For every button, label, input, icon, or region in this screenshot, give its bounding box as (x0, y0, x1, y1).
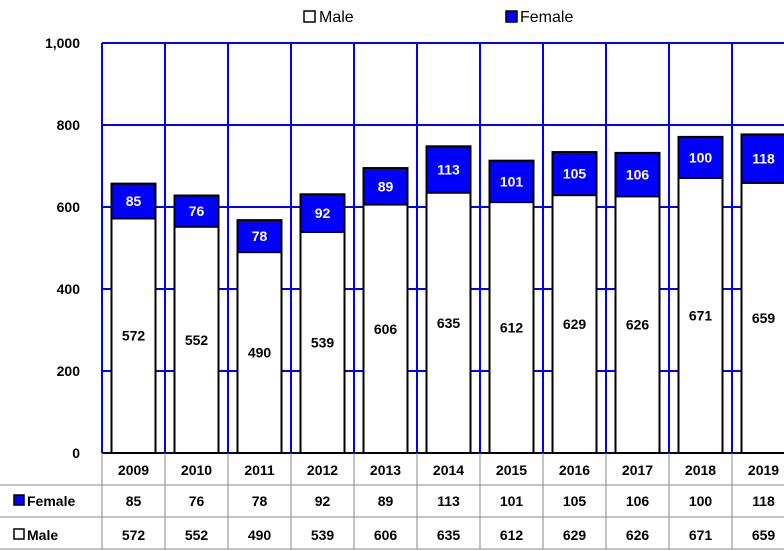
x-tick-label-2014: 2014 (433, 462, 464, 478)
x-tick-label-2012: 2012 (307, 462, 338, 478)
bar-female-2019 (740, 133, 784, 184)
y-tick-label-200: 200 (57, 363, 81, 379)
table-cell-female-2019: 118 (752, 493, 775, 509)
data-label-female-2016: 105 (563, 166, 587, 182)
bar-male-2017 (614, 195, 661, 454)
data-label-female-2011: 78 (252, 228, 268, 244)
data-table: 2009 2010 2011 2012 2013 2014 2015 2016 2017 2018… (0, 452, 784, 550)
data-label-male-2017: 626 (626, 317, 650, 333)
bar-male-2019 (740, 181, 784, 454)
table-cell-male-2018: 671 (689, 527, 713, 543)
data-label-male-2012: 539 (311, 335, 335, 351)
x-tick-label-2018: 2018 (685, 462, 716, 478)
y-tick-label-400: 400 (57, 281, 81, 297)
x-tick-label-2009: 2009 (118, 462, 149, 478)
bar-female-2018 (677, 135, 724, 179)
bar-male-2009 (110, 217, 157, 454)
y-tick-label-600: 600 (57, 199, 81, 215)
data-label-male-2018: 671 (689, 307, 713, 323)
legend-label-male: Male (319, 9, 354, 26)
table-cell-female-2017: 106 (626, 493, 650, 509)
y-axis: 0 200 400 600 800 1,000 (45, 35, 80, 461)
bar-male-2013 (362, 203, 409, 454)
bar-female-2016 (551, 151, 598, 197)
table-swatch-male (13, 528, 25, 540)
x-tick-label-2011: 2011 (244, 462, 275, 478)
bar-male-2016 (551, 194, 598, 455)
x-tick-label-2010: 2010 (181, 462, 212, 478)
data-label-female-2019: 118 (752, 151, 775, 167)
y-tick-label-800: 800 (57, 117, 81, 133)
legend-swatch-male (303, 10, 316, 23)
table-cell-female-2010: 76 (189, 493, 205, 509)
bars: 85 572 76 552 78 490 92 539 89 606 113 635 101 612 105… (110, 133, 784, 455)
bar-female-2017 (614, 151, 661, 198)
table-cell-female-2011: 78 (252, 493, 268, 509)
bar-female-2015 (488, 159, 535, 204)
data-label-male-2010: 552 (185, 332, 209, 348)
data-label-female-2014: 113 (437, 161, 460, 177)
data-label-male-2015: 612 (500, 320, 524, 336)
data-label-female-2018: 100 (689, 149, 713, 165)
table-cell-male-2019: 659 (752, 527, 776, 543)
table-swatch-female (13, 494, 25, 506)
table-row-label-male: Male (27, 527, 58, 543)
table-cell-female-2015: 101 (500, 493, 524, 509)
bar-female-2009 (110, 182, 157, 220)
legend: Male Female (303, 9, 573, 26)
bar-male-2015 (488, 201, 535, 454)
legend-swatch-female (505, 10, 518, 23)
table-cell-female-2016: 105 (563, 493, 587, 509)
x-tick-label-2019: 2019 (748, 462, 779, 478)
table-cell-female-2018: 100 (689, 493, 713, 509)
bar-male-2011 (236, 251, 283, 454)
bar-female-2011 (236, 219, 283, 254)
data-label-male-2014: 635 (437, 315, 461, 331)
x-tick-label-2016: 2016 (559, 462, 590, 478)
bar-female-2012 (299, 193, 346, 234)
table-cell-male-2010: 552 (185, 527, 209, 543)
x-tick-label-2013: 2013 (370, 462, 401, 478)
data-label-female-2009: 85 (126, 193, 142, 209)
gridlines (101, 42, 784, 454)
data-label-female-2013: 89 (378, 178, 394, 194)
table-cell-female-2014: 113 (437, 493, 460, 509)
table-cell-female-2009: 85 (126, 493, 142, 509)
x-tick-label-2015: 2015 (496, 462, 527, 478)
data-label-female-2010: 76 (189, 203, 205, 219)
data-label-male-2019: 659 (752, 310, 776, 326)
table-cell-male-2014: 635 (437, 527, 461, 543)
table-cell-male-2017: 626 (626, 527, 650, 543)
table-cell-male-2011: 490 (248, 527, 272, 543)
data-label-female-2015: 101 (500, 173, 524, 189)
bar-female-2014 (425, 145, 472, 194)
data-label-male-2011: 490 (248, 345, 272, 361)
table-cell-male-2012: 539 (311, 527, 335, 543)
bar-male-2018 (677, 176, 724, 454)
data-label-female-2012: 92 (315, 205, 331, 221)
legend-label-female: Female (520, 9, 573, 26)
data-label-female-2017: 106 (626, 167, 650, 183)
table-cell-male-2013: 606 (374, 527, 398, 543)
bar-male-2010 (173, 225, 220, 454)
table-cell-male-2015: 612 (500, 527, 524, 543)
data-label-male-2009: 572 (122, 328, 146, 344)
x-tick-label-2017: 2017 (622, 462, 653, 478)
bar-female-2013 (362, 167, 409, 206)
data-label-male-2016: 629 (563, 316, 587, 332)
table-cell-male-2016: 629 (563, 527, 587, 543)
y-tick-label-1000: 1,000 (45, 35, 80, 51)
y-tick-label-0: 0 (72, 445, 80, 461)
table-row-label-female: Female (27, 493, 75, 509)
bar-female-2010 (173, 194, 220, 228)
table-cell-male-2009: 572 (122, 527, 146, 543)
table-cell-female-2012: 92 (315, 493, 331, 509)
table-cell-female-2013: 89 (378, 493, 394, 509)
data-label-male-2013: 606 (374, 321, 398, 337)
